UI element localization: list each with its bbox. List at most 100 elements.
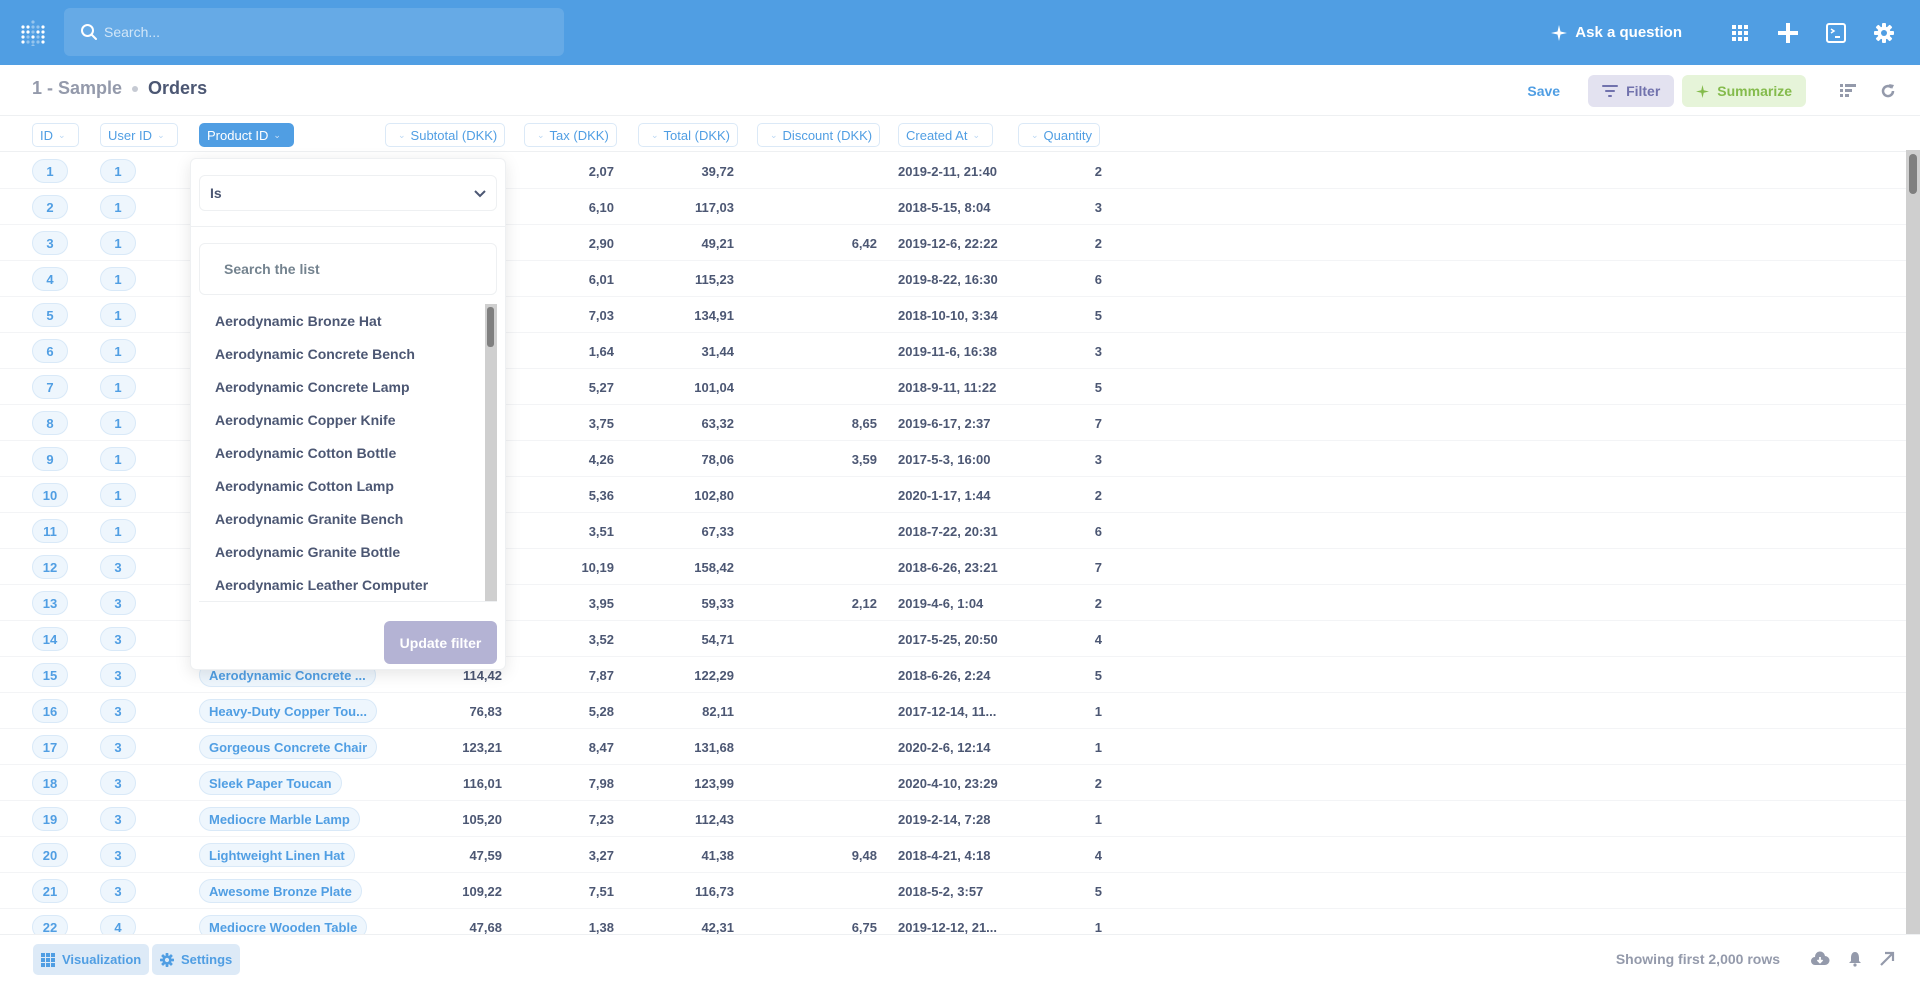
refresh-button[interactable] [1868,75,1908,107]
product-link-pill[interactable]: Mediocre Marble Lamp [199,807,360,831]
column-header-id[interactable]: ID ⌄ [32,123,79,147]
user-link-pill[interactable]: 3 [100,879,136,903]
id-link-pill[interactable]: 13 [32,591,68,615]
id-link-pill[interactable]: 6 [32,339,68,363]
user-link-pill[interactable]: 1 [100,159,136,183]
id-link-pill[interactable]: 8 [32,411,68,435]
user-link-pill[interactable]: 3 [100,807,136,831]
id-link-pill[interactable]: 10 [32,483,68,507]
column-header-discount[interactable]: ⌄ Discount (DKK) [757,123,881,147]
breadcrumb-database[interactable]: 1 - Sample [32,78,123,98]
list-item[interactable]: Aerodynamic Bronze Hat [215,312,382,329]
user-link-pill[interactable]: 1 [100,375,136,399]
column-header-quantity[interactable]: ⌄ Quantity [1018,123,1100,147]
product-link-pill[interactable]: Sleek Paper Toucan [199,771,342,795]
product-link-pill[interactable]: Awesome Bronze Plate [199,879,362,903]
id-link-pill[interactable]: 16 [32,699,68,723]
id-link-pill[interactable]: 19 [32,807,68,831]
subtotal-value: 123,21 [462,739,502,755]
settings-button[interactable] [1860,9,1908,57]
list-scrollbar[interactable] [485,304,497,601]
product-link-pill[interactable]: Heavy-Duty Copper Tou... [199,699,377,723]
search-input[interactable] [104,24,544,40]
notebook-editor-button[interactable] [1828,75,1868,107]
user-link-pill[interactable]: 3 [100,591,136,615]
product-link-pill[interactable]: Lightweight Linen Hat [199,843,355,867]
list-item[interactable]: Aerodynamic Cotton Lamp [215,477,394,494]
update-filter-button[interactable]: Update filter [384,621,497,664]
user-link-pill[interactable]: 1 [100,411,136,435]
divider [191,226,505,227]
product-link-pill[interactable]: Mediocre Wooden Table [199,915,368,934]
user-link-pill[interactable]: 3 [100,771,136,795]
new-button[interactable] [1764,9,1812,57]
list-item[interactable]: Aerodynamic Leather Computer [215,576,429,593]
filter-operator-select[interactable]: Is [199,175,497,211]
user-link-pill[interactable]: 1 [100,519,136,543]
column-header-total[interactable]: ⌄ Total (DKK) [638,123,739,147]
product-link-pill[interactable]: Gorgeous Concrete Chair [199,735,378,759]
cell-tax: 5,36 [524,477,614,513]
visualization-button[interactable]: Visualization [33,944,150,975]
id-link-pill[interactable]: 14 [32,627,68,651]
user-link-pill[interactable]: 3 [100,843,136,867]
expand-button[interactable] [1875,947,1899,971]
user-link-pill[interactable]: 1 [100,447,136,471]
user-link-pill[interactable]: 1 [100,267,136,291]
summarize-button[interactable]: Summarize [1682,75,1806,107]
column-header-created-at[interactable]: Created At ⌄ [898,123,993,147]
search-list-input[interactable] [199,243,497,295]
global-search[interactable] [64,8,564,56]
browse-data-button[interactable] [1716,9,1764,57]
ask-question-button[interactable]: Ask a question [1551,24,1682,41]
download-button[interactable] [1808,947,1832,971]
id-link-pill[interactable]: 11 [32,519,68,543]
id-link-pill[interactable]: 4 [32,267,68,291]
alert-button[interactable] [1843,947,1867,971]
list-item[interactable]: Aerodynamic Cotton Bottle [215,444,397,461]
user-link-pill[interactable]: 3 [100,699,136,723]
user-link-pill[interactable]: 1 [100,483,136,507]
settings-button[interactable]: Settings [152,944,241,975]
column-header-product-id[interactable]: Product ID ⌄ [199,123,294,147]
list-item[interactable]: Aerodynamic Concrete Lamp [215,378,410,395]
id-link-pill[interactable]: 15 [32,663,68,687]
id-link-pill[interactable]: 21 [32,879,68,903]
id-link-pill[interactable]: 22 [32,915,68,934]
sql-editor-button[interactable] [1812,9,1860,57]
list-item[interactable]: Aerodynamic Copper Knife [215,411,396,428]
scrollbar-thumb[interactable] [1909,154,1917,194]
user-link-pill[interactable]: 3 [100,627,136,651]
column-header-user-id[interactable]: User ID ⌄ [100,123,178,147]
id-link-pill[interactable]: 2 [32,195,68,219]
id-link-pill[interactable]: 1 [32,159,68,183]
list-item[interactable]: Aerodynamic Granite Bench [215,510,404,527]
user-link-pill[interactable]: 3 [100,735,136,759]
column-header-subtotal[interactable]: ⌄ Subtotal (DKK) [385,123,506,147]
user-link-pill[interactable]: 1 [100,339,136,363]
table-vertical-scrollbar[interactable] [1906,150,1920,934]
list-item[interactable]: Aerodynamic Concrete Bench [215,345,415,362]
filter-button[interactable]: Filter [1588,75,1675,107]
id-link-pill[interactable]: 17 [32,735,68,759]
gear-icon [160,952,174,967]
breadcrumb-table[interactable]: Orders [148,78,208,98]
id-link-pill[interactable]: 3 [32,231,68,255]
id-link-pill[interactable]: 5 [32,303,68,327]
id-link-pill[interactable]: 9 [32,447,68,471]
id-link-pill[interactable]: 12 [32,555,68,579]
user-link-pill[interactable]: 1 [100,195,136,219]
column-header-tax[interactable]: ⌄ Tax (DKK) [524,123,617,147]
id-link-pill[interactable]: 20 [32,843,68,867]
user-link-pill[interactable]: 3 [100,555,136,579]
scrollbar-thumb[interactable] [487,307,494,347]
id-link-pill[interactable]: 7 [32,375,68,399]
user-link-pill[interactable]: 1 [100,303,136,327]
user-link-pill[interactable]: 3 [100,663,136,687]
id-link-pill[interactable]: 18 [32,771,68,795]
save-button[interactable]: Save [1527,83,1561,99]
list-item[interactable]: Aerodynamic Granite Bottle [215,543,401,560]
user-link-pill[interactable]: 1 [100,231,136,255]
user-link-pill[interactable]: 4 [100,915,136,934]
metabase-logo-icon[interactable] [20,20,46,46]
